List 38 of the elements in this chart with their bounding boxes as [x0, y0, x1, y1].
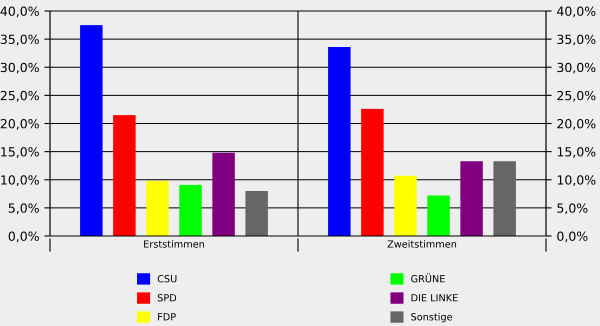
y2-tick-label: 0,0% — [557, 231, 588, 242]
y2-tick-label: 15,0% — [558, 147, 596, 158]
y2-tick-label: 5,0% — [557, 203, 588, 214]
bar — [427, 196, 450, 236]
bar — [460, 161, 483, 236]
bar — [493, 161, 516, 236]
bar — [179, 184, 202, 236]
y-tick-label: 40,0% — [0, 6, 39, 18]
bar — [80, 25, 103, 236]
y-tick-label: 0,0% — [8, 231, 39, 242]
bar — [212, 152, 235, 236]
x-tick-label: Zweitstimmen — [388, 240, 456, 248]
legend-label: SPD — [158, 294, 176, 302]
bar — [245, 191, 268, 236]
y2-tick-label: 30,0% — [557, 62, 596, 74]
y2-tick-label: 20,0% — [557, 118, 596, 130]
y-tick-label: 20,0% — [0, 118, 39, 130]
legend-label: Sonstige — [411, 312, 452, 322]
y2-tick-label: 35,0% — [557, 34, 596, 46]
y-tick-label: 25,0% — [0, 90, 39, 102]
legend-label: DIE LINKE — [412, 294, 458, 302]
legend-label: CSU — [158, 275, 176, 282]
y-tick-label: 35,0% — [0, 34, 39, 46]
y2-tick-label: 25,0% — [557, 90, 596, 102]
y-tick-label: 30,0% — [0, 62, 39, 74]
bar — [394, 176, 417, 236]
y-tick-label: 10,0% — [1, 175, 39, 186]
x-tick-label: Erststimmen — [144, 240, 204, 248]
legend-label: GRÜNE — [411, 273, 445, 282]
bar — [328, 47, 351, 236]
bar — [113, 115, 136, 236]
y2-tick-label: 40,0% — [557, 6, 596, 18]
legend-label: FDP — [158, 313, 176, 320]
bar — [146, 180, 169, 236]
y2-tick-label: 10,0% — [558, 175, 596, 186]
y-tick-label: 15,0% — [1, 147, 39, 158]
bar — [361, 108, 384, 236]
y-tick-label: 5,0% — [8, 203, 39, 214]
